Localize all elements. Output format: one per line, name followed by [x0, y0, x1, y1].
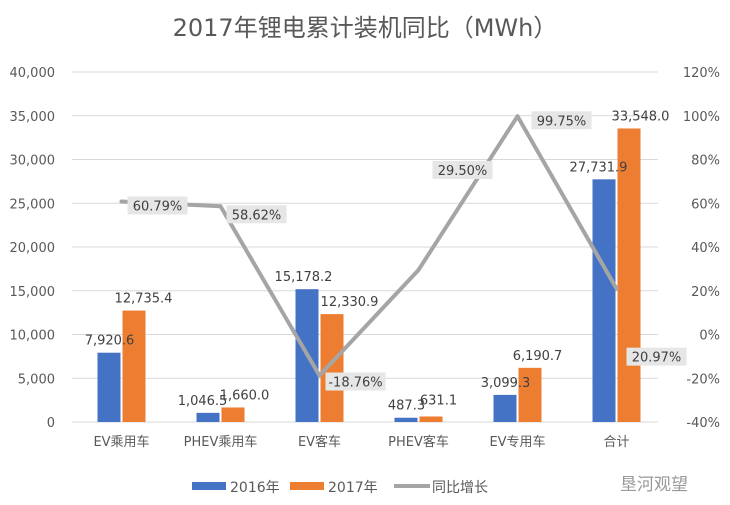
- growth-point: [218, 204, 223, 209]
- y-tick-label: 0: [47, 416, 55, 431]
- bar-2016: [493, 394, 517, 422]
- bar-data-label: 6,190.7: [513, 349, 563, 364]
- bar-data-label: 1,046.5: [178, 394, 228, 409]
- x-tick-label: EV乘用车: [93, 434, 149, 450]
- y-tick-label: 25,000: [10, 197, 56, 212]
- line-data-label: 58.62%: [232, 208, 282, 223]
- bar-2016: [97, 352, 121, 422]
- line-label-background: [531, 111, 592, 130]
- legend-swatch-0: [192, 482, 226, 490]
- legend-label: 2016年: [230, 480, 280, 496]
- y2-tick-label: 80%: [691, 154, 720, 169]
- bar-data-label: 33,548.0: [612, 109, 670, 124]
- growth-point: [614, 286, 619, 291]
- growth-point: [317, 373, 322, 378]
- watermark: 垦河观望: [620, 475, 688, 495]
- bar-data-label: 7,920.6: [85, 334, 135, 349]
- y2-tick-label: 20%: [691, 285, 720, 300]
- y2-tick-label: -20%: [686, 372, 720, 387]
- line-data-label: 60.79%: [133, 200, 183, 215]
- bar-data-label: 27,731.9: [570, 160, 628, 175]
- y2-tick-label: 40%: [691, 241, 720, 256]
- bar-2017: [320, 314, 344, 422]
- legend-label: 同比增长: [432, 480, 488, 496]
- y-tick-label: 30,000: [10, 154, 56, 169]
- x-tick-label: PHEV乘用车: [184, 434, 258, 450]
- line-label-background: [226, 205, 287, 224]
- bar-data-label: 1,660.0: [220, 388, 270, 403]
- growth-point: [416, 267, 421, 272]
- y2-tick-label: 60%: [691, 197, 720, 212]
- y-tick-label: 20,000: [10, 241, 56, 256]
- y-tick-label: 15,000: [10, 285, 56, 300]
- bar-data-label: 15,178.2: [275, 270, 333, 285]
- line-label-background: [626, 347, 687, 366]
- y-tick-label: 5,000: [18, 372, 55, 387]
- bar-2016: [394, 417, 418, 422]
- bar-2017: [518, 367, 542, 422]
- line-label-background: [127, 196, 188, 215]
- line-data-label: -18.76%: [328, 376, 382, 391]
- x-tick-label: PHEV客车: [388, 434, 449, 450]
- bar-data-label: 12,330.9: [321, 295, 379, 310]
- x-tick-label: EV专用车: [489, 434, 545, 450]
- bar-2017: [221, 407, 245, 422]
- line-label-background: [325, 372, 386, 391]
- growth-point: [119, 199, 124, 204]
- bar-data-label: 631.1: [420, 393, 457, 408]
- line-label-background: [432, 160, 493, 179]
- bar-data-label: 12,735.4: [115, 292, 173, 307]
- x-tick-label: 合计: [603, 435, 629, 450]
- line-data-label: 29.50%: [438, 164, 488, 179]
- growth-point: [515, 114, 520, 119]
- bar-data-label: 487.3: [388, 399, 425, 414]
- y-tick-label: 10,000: [10, 329, 56, 344]
- bar-2016: [592, 179, 616, 422]
- line-data-label: 20.97%: [632, 351, 682, 366]
- y2-tick-label: 0%: [699, 329, 720, 344]
- y2-tick-label: 120%: [683, 66, 720, 81]
- legend-swatch-1: [290, 482, 324, 490]
- bar-2017: [122, 310, 146, 422]
- legend-label: 2017年: [328, 480, 378, 496]
- y-tick-label: 40,000: [10, 66, 56, 81]
- bar-data-label: 3,099.3: [481, 376, 531, 391]
- y2-tick-label: 100%: [683, 110, 720, 125]
- line-data-label: 99.75%: [537, 114, 587, 129]
- y-tick-label: 35,000: [10, 110, 56, 125]
- y2-tick-label: -40%: [686, 416, 720, 431]
- x-tick-label: EV客车: [298, 434, 341, 450]
- growth-line: [121, 114, 619, 378]
- bar-2017: [419, 416, 443, 422]
- bar-2016: [196, 412, 220, 422]
- chart-title: 2017年锂电累计装机同比（MWh）: [172, 14, 558, 42]
